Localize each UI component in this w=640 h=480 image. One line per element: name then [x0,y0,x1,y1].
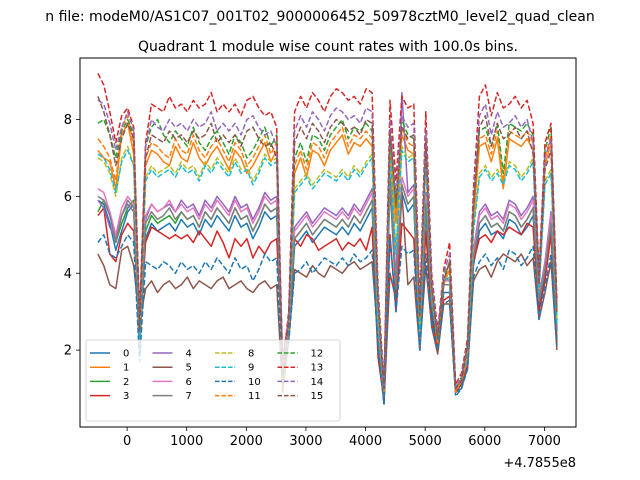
series-line-6 [97,168,558,398]
legend-label-12: 12 [311,349,324,360]
legend-label-2: 2 [123,377,129,388]
legend-label-3: 3 [123,391,129,402]
series-line-9 [97,149,558,394]
legend-label-7: 7 [186,391,192,402]
x-tick-label-0: 0 [123,434,131,449]
x-offset-label: +4.7855e8 [503,456,576,471]
x-tick-label-4000: 4000 [349,434,382,449]
series-line-15 [97,96,558,390]
legend-label-8: 8 [248,349,254,360]
series-line-1 [97,122,558,394]
x-tick-label-6000: 6000 [468,434,501,449]
legend-label-4: 4 [186,349,192,360]
y-axis: 2 4 6 8 [64,113,80,359]
series-line-5 [97,191,558,405]
x-tick-label-3000: 3000 [289,434,322,449]
legend-label-14: 14 [311,377,324,388]
series-line-0 [97,184,558,405]
plot-area: 0 1000 2000 3000 4000 5000 6000 7000 2 4 6 8 +4.78… [64,57,577,471]
series-line-13 [97,73,558,386]
legend-label-6: 6 [186,377,192,388]
x-tick-label-7000: 7000 [528,434,561,449]
series-line-3 [97,207,558,401]
x-axis: 0 1000 2000 3000 4000 5000 6000 7000 [123,427,561,449]
figure-suptitle: n file: modeM0/AS1C07_001T02_9000006452_… [45,9,594,25]
y-tick-label-2: 2 [64,344,72,359]
y-tick-label-4: 4 [64,267,72,282]
legend-label-10: 10 [248,377,261,388]
series-line-14 [97,99,558,390]
series-line-11 [97,114,558,394]
axes-frame [79,57,577,428]
legend-label-9: 9 [248,363,254,374]
x-tick-label-1000: 1000 [170,434,203,449]
series-layer [97,73,558,405]
legend-label-1: 1 [123,363,129,374]
series-line-7 [97,176,558,398]
legend-box [85,339,341,422]
y-tick-label-8: 8 [64,113,72,128]
series-line-10 [97,234,558,405]
legend-label-0: 0 [123,349,129,360]
y-tick-label-6: 6 [64,190,72,205]
legend-label-15: 15 [311,391,324,402]
legend-label-5: 5 [186,363,192,374]
series-line-8 [97,145,558,394]
x-tick-label-2000: 2000 [230,434,263,449]
chart-title: Quadrant 1 module wise count rates with … [138,39,518,55]
legend-label-11: 11 [248,391,261,402]
x-tick-label-5000: 5000 [409,434,442,449]
series-line-12 [97,118,558,390]
legend-label-13: 13 [311,363,324,374]
